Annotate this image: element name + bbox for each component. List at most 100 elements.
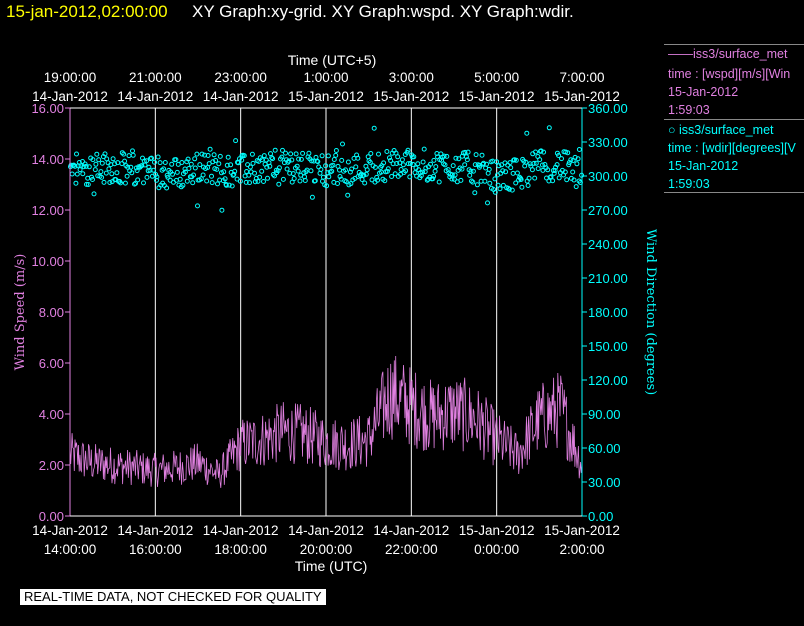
wdir-point — [170, 171, 175, 177]
wdir-point — [280, 147, 285, 153]
wdir-point — [468, 168, 474, 174]
legend: ——iss3/surface_met time : [wspd][m/s][Wi… — [664, 44, 804, 193]
wdir-point — [467, 172, 473, 178]
wdir-point — [233, 138, 239, 144]
wdir-point — [272, 173, 277, 179]
bottom-tick-date: 14-Jan-2012 — [32, 523, 108, 538]
wdir-point — [470, 179, 476, 185]
wdir-point — [410, 162, 416, 167]
wdir-point — [180, 182, 186, 188]
wdir-point — [368, 151, 374, 156]
wdir-point — [388, 158, 394, 163]
top-tick-date: 15-Jan-2012 — [288, 89, 364, 104]
right-tick-label: 330.00 — [588, 135, 628, 150]
wdir-point — [96, 157, 102, 163]
wdir-point — [186, 166, 192, 171]
wdir-point — [99, 174, 105, 180]
wdir-point — [121, 151, 127, 157]
wdir-point — [211, 152, 217, 158]
wdir-point — [513, 157, 519, 163]
wdir-point — [421, 146, 427, 152]
wdir-point — [124, 173, 130, 179]
wdir-point — [222, 176, 228, 182]
wdir-point — [485, 200, 490, 206]
wdir-point — [90, 177, 95, 182]
wdir-point — [182, 169, 188, 175]
wdir-point — [431, 173, 437, 179]
wdir-point — [518, 177, 524, 182]
wdir-point — [232, 168, 238, 174]
wdir-point — [343, 167, 348, 173]
wdir-point — [231, 171, 237, 177]
wdir-point — [424, 177, 430, 183]
wdir-point — [331, 157, 337, 162]
wdir-point — [403, 168, 409, 174]
wdir-point — [436, 179, 442, 185]
bottom-tick-time: 0:00:00 — [474, 542, 519, 557]
wdir-point — [335, 181, 340, 186]
wdir-point — [554, 162, 560, 168]
wdir-point — [316, 164, 322, 170]
wdir-point — [420, 159, 426, 165]
legend-wdir-title: ○ iss3/surface_met — [668, 123, 774, 137]
top-tick-date: 14-Jan-2012 — [117, 89, 193, 104]
wdir-point — [470, 168, 476, 174]
wdir-point — [506, 186, 512, 192]
legend-wdir-date: 15-Jan-2012 — [668, 159, 739, 173]
wdir-point — [430, 176, 436, 182]
wdir-point — [114, 170, 120, 176]
wdir-point — [205, 153, 211, 158]
wdir-point — [199, 151, 205, 157]
wdir-point — [462, 162, 468, 168]
wdir-point — [289, 157, 295, 163]
wdir-point — [376, 151, 381, 157]
wdir-point — [184, 159, 190, 165]
bottom-axis-title: Time (UTC) — [295, 558, 368, 574]
wdir-point — [384, 168, 390, 174]
header-date: 15-jan-2012,02:00:00 — [6, 2, 168, 21]
wdir-point — [551, 170, 557, 176]
wdir-point — [283, 150, 288, 156]
wdir-point — [548, 174, 554, 180]
wdir-point — [144, 174, 150, 180]
wdir-point — [540, 167, 546, 173]
top-tick-date: 15-Jan-2012 — [459, 89, 535, 104]
wdir-point — [433, 164, 439, 170]
qc-warning-banner: REAL-TIME DATA, NOT CHECKED FOR QUALITY — [20, 589, 326, 605]
wdir-point — [308, 168, 314, 174]
wdir-point — [465, 149, 471, 155]
wdir-point — [279, 154, 285, 160]
wdir-point — [149, 155, 154, 161]
wdir-point — [510, 170, 516, 176]
top-tick-date: 15-Jan-2012 — [373, 89, 449, 104]
wdir-point — [431, 157, 437, 163]
right-tick-label: 60.00 — [588, 441, 621, 456]
wdir-point — [223, 182, 229, 188]
left-tick-label: 14.00 — [31, 152, 64, 167]
wdir-point — [340, 141, 345, 147]
wdir-point — [531, 160, 537, 166]
wdir-point — [101, 179, 107, 185]
wdir-point — [492, 176, 498, 182]
wdir-point — [169, 161, 175, 167]
wdir-point — [103, 170, 109, 176]
wdir-point — [397, 160, 403, 166]
wdir-point — [191, 172, 196, 178]
top-tick-date: 15-Jan-2012 — [544, 89, 620, 104]
wdir-point — [243, 179, 249, 185]
wdir-point — [337, 174, 343, 179]
wdir-point — [184, 178, 190, 184]
wdir-point — [333, 148, 339, 153]
top-tick-date: 14-Jan-2012 — [32, 89, 108, 104]
left-tick-label: 2.00 — [39, 458, 64, 473]
wdir-point — [492, 189, 498, 195]
wdir-point — [463, 154, 469, 160]
right-axis-label: Wind Direction (degrees) — [643, 229, 658, 395]
wdir-point — [298, 156, 304, 162]
wdir-point — [81, 164, 87, 170]
wdir-point — [246, 172, 252, 178]
wdir-point — [154, 174, 160, 180]
wdir-point — [229, 183, 235, 189]
wdir-point — [571, 177, 577, 183]
wdir-point — [291, 176, 297, 181]
